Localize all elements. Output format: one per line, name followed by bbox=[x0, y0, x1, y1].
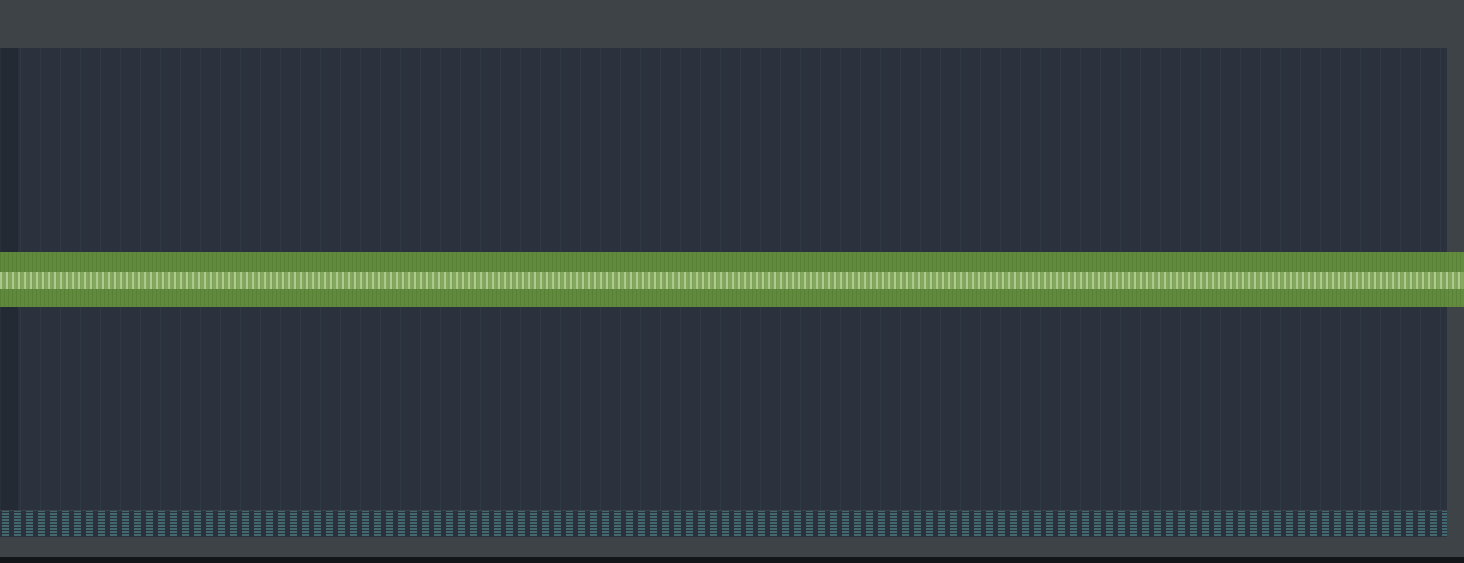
bottom-strip bbox=[0, 557, 1464, 563]
x-axis-date-labels bbox=[0, 511, 1447, 537]
chart-header bbox=[0, 0, 1464, 48]
banner-headline bbox=[0, 252, 1464, 307]
legend-bar bbox=[0, 537, 1464, 557]
banner-overlay bbox=[0, 252, 1464, 307]
banner-texture-band bbox=[0, 272, 1464, 289]
